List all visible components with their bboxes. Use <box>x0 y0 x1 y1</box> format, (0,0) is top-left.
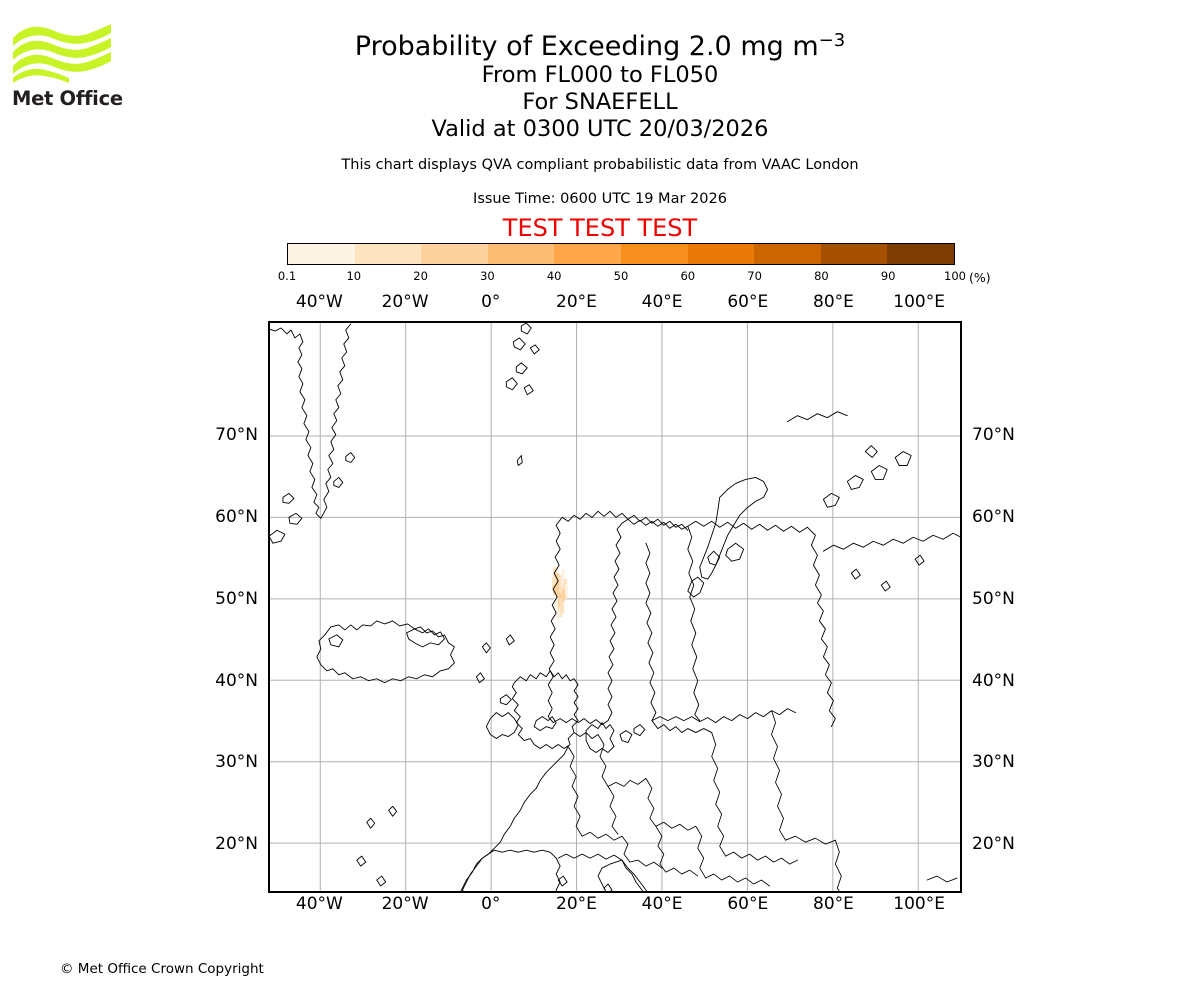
lat-tick-label: 20°N <box>215 833 258 854</box>
lon-tick-label: 0° <box>481 894 501 914</box>
met-office-wave-icon <box>13 24 111 83</box>
lat-tick-label: 40°N <box>215 670 258 691</box>
valid-time: Valid at 0300 UTC 20/03/2026 <box>431 116 769 142</box>
colorbar-band-0 <box>288 244 355 264</box>
colorbar-tick-80: 80 <box>814 269 829 283</box>
colorbar-tick-10: 10 <box>346 269 362 283</box>
lat-tick-label: 50°N <box>972 588 1015 609</box>
lon-tick-label: 80°E <box>813 292 854 312</box>
lon-tick-label: 0° <box>481 292 501 312</box>
lat-tick-label: 30°N <box>972 752 1015 773</box>
copyright-notice: © Met Office Crown Copyright <box>60 961 264 977</box>
flight-level-range: From FL000 to FL050 <box>481 62 719 88</box>
colorbar-band-6 <box>687 244 755 264</box>
page-title: Probability of Exceeding 2.0 mg m−3 <box>0 25 1200 63</box>
colorbar-tick-60: 60 <box>680 269 696 283</box>
colorbar-unit-label: (%) <box>969 270 991 285</box>
lon-tick-label: 80°E <box>813 894 854 914</box>
lon-tick-label: 20°W <box>381 894 429 914</box>
lat-tick-label: 20°N <box>972 833 1015 854</box>
lat-tick-label: 50°N <box>215 588 258 609</box>
lon-tick-label: 60°E <box>727 894 769 914</box>
lon-tick-label: 100°E <box>893 894 946 914</box>
lat-tick-label: 40°N <box>972 670 1015 691</box>
colorbar-tick-40: 40 <box>546 269 562 283</box>
map-frame-border <box>269 322 961 892</box>
lon-tick-label: 20°E <box>556 292 597 312</box>
lat-tick-label: 30°N <box>215 752 258 773</box>
lat-tick-label: 60°N <box>215 507 258 528</box>
page-title-exponent: −3 <box>818 30 846 51</box>
qva-note: This chart displays QVA compliant probab… <box>341 157 859 173</box>
test-banner: TEST TEST TEST <box>502 214 698 242</box>
colorbar-band-2 <box>421 244 488 264</box>
colorbar-band-9 <box>887 244 954 264</box>
lon-tick-label: 40°W <box>295 292 343 312</box>
lon-tick-label: 20°E <box>556 894 597 914</box>
lon-tick-label: 20°W <box>381 292 429 312</box>
lon-tick-label: 40°E <box>641 292 683 312</box>
colorbar-tick-70: 70 <box>747 269 762 283</box>
probability-colorbar <box>287 243 955 265</box>
colorbar-tick-0.1: 0.1 <box>277 269 297 283</box>
page-title-text: Probability of Exceeding 2.0 mg m <box>354 31 819 62</box>
lat-tick-label: 70°N <box>215 425 258 446</box>
colorbar-band-7 <box>754 244 821 264</box>
met-office-logo: Met Office <box>12 22 124 117</box>
map-panel[interactable] <box>268 321 962 893</box>
colorbar-band-3 <box>487 244 555 264</box>
colorbar-tick-30: 30 <box>480 269 495 283</box>
map-svg <box>269 322 961 892</box>
colorbar-tick-20: 20 <box>413 269 428 283</box>
colorbar-band-8 <box>820 244 888 264</box>
colorbar-tick-50: 50 <box>613 269 629 283</box>
colorbar-gradient <box>287 243 955 265</box>
lon-tick-label: 100°E <box>893 292 946 312</box>
colorbar-band-4 <box>554 244 621 264</box>
lon-tick-label: 40°E <box>641 894 683 914</box>
colorbar-tick-labels: 0.1 10 20 30 40 50 60 70 80 90 100 <box>278 269 966 285</box>
lon-tick-label: 40°W <box>295 894 343 914</box>
issue-time: Issue Time: 0600 UTC 19 Mar 2026 <box>473 191 727 207</box>
lon-tick-label: 60°E <box>727 292 769 312</box>
volcano-name: For SNAEFELL <box>522 89 678 115</box>
colorbar-band-5 <box>620 244 688 264</box>
met-office-logo-text: Met Office <box>12 87 123 110</box>
colorbar-band-1 <box>354 244 422 264</box>
lat-tick-label: 60°N <box>972 507 1015 528</box>
colorbar-tick-90: 90 <box>880 269 896 283</box>
lat-tick-label: 70°N <box>972 425 1015 446</box>
map-gridlines <box>269 322 961 892</box>
colorbar-tick-100: 100 <box>944 269 966 283</box>
coastlines-and-borders <box>269 322 961 892</box>
